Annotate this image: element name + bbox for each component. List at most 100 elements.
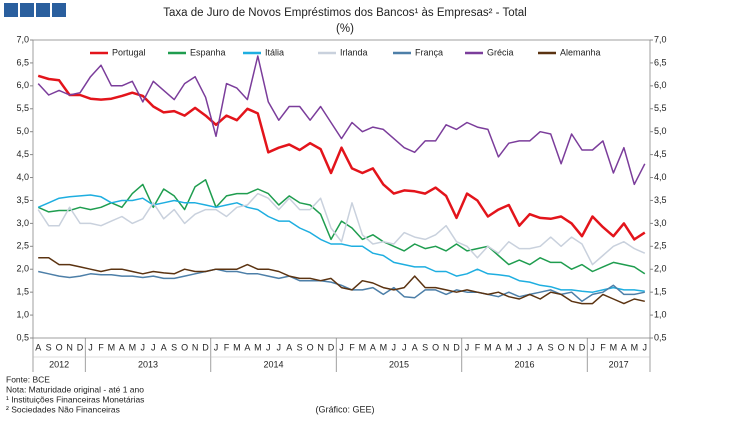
y-tick-label: 7,0 — [16, 34, 29, 44]
x-tick-label: M — [610, 342, 618, 352]
chart-subtitle: (%) — [336, 23, 354, 35]
x-tick-label: N — [192, 342, 199, 352]
x-tick-label: F — [600, 342, 606, 352]
series-line — [37, 194, 645, 293]
x-tick-label: M — [233, 342, 241, 352]
footnote: ¹ Instituições Financeiras Monetárias — [6, 394, 144, 404]
x-tick-label: J — [277, 342, 282, 352]
x-tick-label: A — [370, 342, 376, 352]
x-tick-label: N — [66, 342, 73, 352]
footnote: Nota: Maturidade original - até 1 ano — [6, 384, 144, 394]
x-tick-label: J — [88, 342, 93, 352]
x-tick-label: D — [202, 342, 209, 352]
legend-label: Irlanda — [340, 47, 368, 57]
y2-tick-label: 5,5 — [654, 103, 667, 113]
x-tick-label: S — [297, 342, 303, 352]
x-tick-label: J — [527, 342, 532, 352]
series-line — [38, 257, 645, 305]
x-tick-label: A — [537, 342, 543, 352]
series-line — [37, 192, 646, 266]
logo-square — [36, 3, 50, 17]
y2-tick-label: 5,0 — [654, 126, 667, 136]
year-label: 2014 — [264, 359, 284, 369]
x-tick-label: J — [339, 342, 344, 352]
y-tick-label: 1,0 — [16, 309, 29, 319]
x-tick-label: N — [443, 342, 450, 352]
x-tick-label: J — [266, 342, 271, 352]
y-tick-label: 6,5 — [16, 57, 29, 67]
x-tick-label: J — [643, 342, 648, 352]
x-tick-label: S — [548, 342, 554, 352]
x-tick-label: O — [432, 342, 439, 352]
footnote: Fonte: BCE — [6, 374, 50, 384]
x-tick-label: J — [402, 342, 407, 352]
x-tick-label: J — [214, 342, 219, 352]
x-tick-label: M — [380, 342, 388, 352]
year-label: 2013 — [138, 359, 158, 369]
x-tick-label: A — [119, 342, 125, 352]
y2-tick-label: 2,0 — [654, 264, 667, 274]
legend-label: Alemanha — [560, 47, 601, 57]
y-tick-label: 6,0 — [16, 80, 29, 90]
y2-tick-label: 1,0 — [654, 309, 667, 319]
x-tick-label: F — [98, 342, 104, 352]
y2-tick-label: 4,0 — [654, 172, 667, 182]
x-tick-label: M — [505, 342, 513, 352]
x-tick-label: M — [254, 342, 262, 352]
x-tick-label: J — [517, 342, 522, 352]
credit: (Gráfico: GEE) — [315, 404, 374, 414]
x-tick-label: D — [328, 342, 335, 352]
x-tick-label: S — [422, 342, 428, 352]
x-tick-label: A — [35, 342, 41, 352]
x-tick-label: J — [151, 342, 156, 352]
y-tick-label: 3,0 — [16, 218, 29, 228]
series-line — [37, 179, 646, 275]
legend-label: Grécia — [487, 47, 514, 57]
x-tick-label: D — [77, 342, 84, 352]
x-tick-label: F — [349, 342, 355, 352]
year-label: 2016 — [514, 359, 534, 369]
y2-tick-label: 4,5 — [654, 149, 667, 159]
x-tick-label: J — [465, 342, 470, 352]
x-tick-label: O — [56, 342, 63, 352]
x-tick-label: D — [453, 342, 460, 352]
logo-square — [20, 3, 34, 17]
y-tick-label: 4,5 — [16, 149, 29, 159]
y2-tick-label: 1,5 — [654, 287, 667, 297]
y-tick-label: 2,5 — [16, 241, 29, 251]
x-tick-label: A — [621, 342, 627, 352]
logo-square — [4, 3, 18, 17]
series-line — [37, 55, 646, 186]
y2-tick-label: 7,0 — [654, 34, 667, 44]
y-tick-label: 1,5 — [16, 287, 29, 297]
y2-tick-label: 0,5 — [654, 332, 667, 342]
chart-title: Taxa de Juro de Novos Empréstimos dos Ba… — [163, 7, 526, 19]
y-tick-label: 5,5 — [16, 103, 29, 113]
footnote: ² Sociedades Não Financeiras — [6, 404, 120, 414]
y2-tick-label: 6,0 — [654, 80, 667, 90]
x-tick-label: O — [181, 342, 188, 352]
x-tick-label: N — [568, 342, 575, 352]
x-tick-label: S — [46, 342, 52, 352]
x-tick-label: N — [317, 342, 324, 352]
x-tick-label: D — [579, 342, 586, 352]
plot-frame — [32, 39, 651, 339]
y-tick-label: 5,0 — [16, 126, 29, 136]
x-tick-label: J — [392, 342, 397, 352]
x-tick-label: M — [631, 342, 639, 352]
x-tick-label: A — [412, 342, 418, 352]
logo-square — [52, 3, 66, 17]
y2-tick-label: 6,5 — [654, 57, 667, 67]
x-tick-label: O — [558, 342, 565, 352]
series-line — [37, 74, 646, 241]
y-tick-label: 4,0 — [16, 172, 29, 182]
legend-label: Espanha — [190, 47, 226, 57]
y2-tick-label: 3,0 — [654, 218, 667, 228]
y-tick-label: 0,5 — [16, 332, 29, 342]
y2-tick-label: 2,5 — [654, 241, 667, 251]
year-label: 2012 — [49, 359, 69, 369]
x-tick-label: F — [475, 342, 481, 352]
year-label: 2017 — [609, 359, 629, 369]
x-tick-label: M — [108, 342, 116, 352]
